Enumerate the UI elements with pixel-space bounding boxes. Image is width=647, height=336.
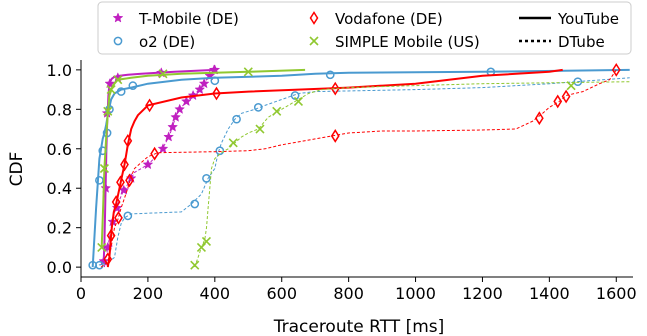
data-point-o2-de-youtube [210,76,220,86]
legend-swatch [112,12,124,23]
y-tick-label: 0.6 [47,140,72,159]
data-point-simple-mobile-us-youtube [106,85,116,95]
x-tick-label: 1600 [596,284,637,303]
x-tick-label: 800 [333,284,364,303]
legend-swatch [309,11,319,25]
legend-entry: YouTube [519,10,619,28]
data-point-t-mobile-de-dtube [167,121,179,132]
data-point-vodafone-de-dtube [114,210,123,225]
data-point-o2-de-youtube [95,175,104,185]
y-tick-label: 0.2 [47,219,72,238]
data-point-t-mobile-de-dtube [198,78,210,89]
data-point-simple-mobile-us-dtube [255,124,265,134]
y-tick-label: 0.4 [47,179,72,198]
legend-entry: T-Mobile (DE) [112,10,239,28]
data-point-o2-de-dtube [253,102,263,112]
data-point-simple-mobile-us-dtube [272,106,282,116]
series-line-o2-de-dtube [94,77,630,268]
data-point-t-mobile-de-youtube [100,182,112,193]
data-point-o2-de-dtube [123,211,133,221]
x-tick-label: 1400 [529,284,570,303]
data-point-simple-mobile-us-youtube [99,163,109,174]
data-point-simple-mobile-us-youtube [243,67,253,77]
y-tick-label: 0.8 [47,100,72,119]
legend-entry: DTube [519,33,605,51]
data-point-o2-de-dtube [232,114,241,124]
data-point-simple-mobile-us-youtube [158,69,168,79]
series-line-o2-de-youtube [91,68,630,268]
data-point-t-mobile-de-dtube [170,111,182,122]
data-point-o2-de-dtube [190,199,200,209]
data-point-simple-mobile-us-dtube [228,138,238,148]
data-point-vodafone-de-dtube [150,146,159,161]
legend-box [97,1,632,55]
data-point-vodafone-de-dtube [103,252,113,267]
legend-label: YouTube [557,10,619,28]
legend-label: SIMPLE Mobile (US) [335,33,480,51]
series-line-simple-mobile-us-youtube [100,68,306,248]
series-line-t-mobile-de-dtube [103,69,216,268]
data-point-vodafone-de-dtube [561,89,571,104]
data-point-vodafone-de-youtube [116,175,125,190]
x-tick-label: 400 [200,284,231,303]
legend-entry: o2 (DE) [113,33,195,51]
data-point-o2-de-dtube [202,174,211,183]
data-point-o2-de-youtube [128,81,138,90]
data-point-t-mobile-de-dtube [142,158,154,170]
series-line-simple-mobile-us-dtube [194,81,630,268]
data-point-vodafone-de-youtube [330,81,340,96]
legend-label: T-Mobile (DE) [138,10,239,28]
data-point-vodafone-de-youtube [212,86,221,101]
series-line-t-mobile-de-youtube [102,68,215,262]
x-tick-label: 200 [133,284,164,303]
data-point-simple-mobile-us-youtube [103,106,113,116]
data-point-simple-mobile-us-dtube [293,96,304,106]
data-point-t-mobile-de-dtube [163,131,175,142]
data-point-t-mobile-de-youtube [98,255,110,266]
data-point-simple-mobile-us-youtube [97,242,107,252]
data-point-simple-mobile-us-youtube [113,75,123,85]
data-point-t-mobile-de-dtube [174,103,186,114]
data-point-simple-mobile-us-dtube [566,81,576,91]
data-point-vodafone-de-dtube [553,94,563,109]
data-point-o2-de-youtube [116,87,126,96]
x-tick-label: 600 [266,284,297,303]
legend-label: DTube [558,33,605,51]
data-point-o2-de-dtube [215,146,225,156]
series-line-vodafone-de-youtube [106,68,563,268]
legend-label: Vodafone (DE) [335,10,443,28]
data-point-t-mobile-de-dtube [157,143,169,154]
data-point-simple-mobile-us-dtube [190,260,200,270]
legend-swatch [309,36,319,46]
legend: T-Mobile (DE) o2 (DE) Vodafone (DE) SIMPLE … [97,1,632,55]
data-point-t-mobile-de-dtube [194,83,206,95]
data-point-vodafone-de-dtube [125,173,134,188]
axes: 0 200 400 600 800 1000 1200 1400 1600 0.0 0.2 0.4 0.… [47,60,637,303]
data-point-vodafone-de-youtube [123,133,133,148]
y-tick-label: 0.0 [47,258,72,277]
data-point-vodafone-de-youtube [120,157,129,172]
legend-entry: Vodafone (DE) [309,10,443,28]
x-tick-label: 1200 [462,284,503,303]
data-point-o2-de-youtube [325,70,335,80]
series-line-vodafone-de-dtube [100,69,617,268]
data-point-vodafone-de-dtube [611,62,621,77]
legend-swatch [113,36,123,46]
legend-entry: SIMPLE Mobile (US) [309,33,480,51]
x-tick-label: 0 [76,284,86,303]
x-axis-label: Traceroute RTT [ms] [273,317,445,336]
plot-series [88,62,630,270]
data-point-vodafone-de-youtube [145,98,154,113]
data-point-vodafone-de-dtube [534,111,544,126]
x-tick-label: 1000 [395,284,436,303]
data-point-vodafone-de-youtube [111,195,121,209]
legend-label: o2 (DE) [139,33,195,51]
data-point-vodafone-de-dtube [330,129,340,143]
data-point-simple-mobile-us-dtube [201,236,212,247]
y-axis-label: CDF [7,152,27,187]
y-tick-label: 1.0 [47,61,72,80]
